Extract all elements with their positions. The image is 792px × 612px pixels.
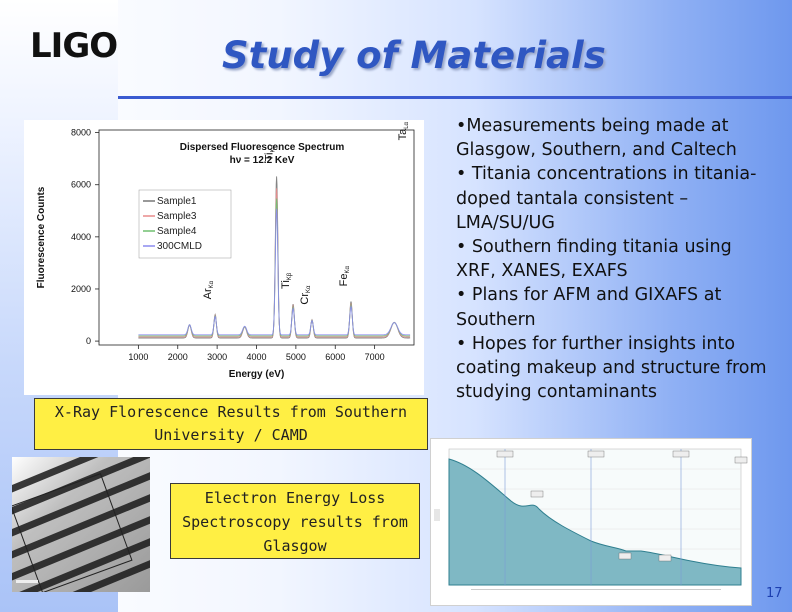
page-number: 17 — [766, 586, 783, 601]
legend-label: Sample1 — [157, 196, 197, 207]
x-tick-label: 3000 — [207, 352, 227, 362]
eels-spectrum-image — [430, 438, 752, 606]
eels-spectrum-plot — [434, 448, 748, 590]
eels-caption: Electron Energy Loss Spectroscopy result… — [170, 483, 420, 559]
x-tick-label: 2000 — [168, 352, 188, 362]
fluorescence-chart: 0 2000 4000 6000 8000 1000 2000 3000 4000 5000 600… — [24, 120, 424, 395]
chart-title: Dispersed Fluorescence Spectrum — [180, 142, 345, 153]
series-line — [138, 208, 411, 336]
title-rule — [118, 96, 792, 99]
y-tick-label: 8000 — [71, 128, 91, 138]
ligo-logo: LIGO — [30, 26, 118, 66]
fluorescence-chart-svg: 0 2000 4000 6000 8000 1000 2000 3000 4000 5000 600… — [36, 121, 415, 380]
bullet-item: • Titania concentrations in titania-dope… — [456, 164, 757, 233]
y-axis-label: Fluorescence Counts — [36, 186, 47, 288]
bullet-item: • Hopes for further insights into coatin… — [456, 333, 767, 403]
y-tick-label: 0 — [86, 336, 91, 346]
page-title: Study of Materials — [222, 34, 606, 77]
legend-label: Sample3 — [157, 211, 197, 222]
x-tick-label: 4000 — [246, 352, 266, 362]
tem-micrograph — [12, 457, 150, 592]
x-axis-label: Energy (eV) — [229, 369, 285, 380]
peak-label: TaLα — [397, 121, 410, 140]
x-tick-label: 6000 — [325, 352, 345, 362]
y-tick-label: 2000 — [71, 284, 91, 294]
legend-label: 300CMLD — [157, 241, 202, 252]
x-tick-label: 5000 — [286, 352, 306, 362]
xray-caption: X-Ray Florescence Results from Southern … — [34, 398, 428, 450]
y-tick-label: 4000 — [71, 232, 91, 242]
y-tick-label: 6000 — [71, 180, 91, 190]
legend-label: Sample4 — [157, 226, 197, 237]
chart-subtitle: hν = 12.2 KeV — [230, 155, 295, 166]
x-tick-label: 1000 — [128, 352, 148, 362]
bullet-item: • Plans for AFM and GIXAFS at Southern — [456, 285, 722, 330]
bullet-item: •Measurements being made at Glasgow, Sou… — [456, 116, 737, 161]
tem-micrograph-image — [12, 457, 150, 592]
bullet-item: • Southern finding titania using XRF, XA… — [456, 237, 732, 282]
x-tick-label: 7000 — [365, 352, 385, 362]
bullet-list: •Measurements being made at Glasgow, Sou… — [456, 114, 776, 404]
